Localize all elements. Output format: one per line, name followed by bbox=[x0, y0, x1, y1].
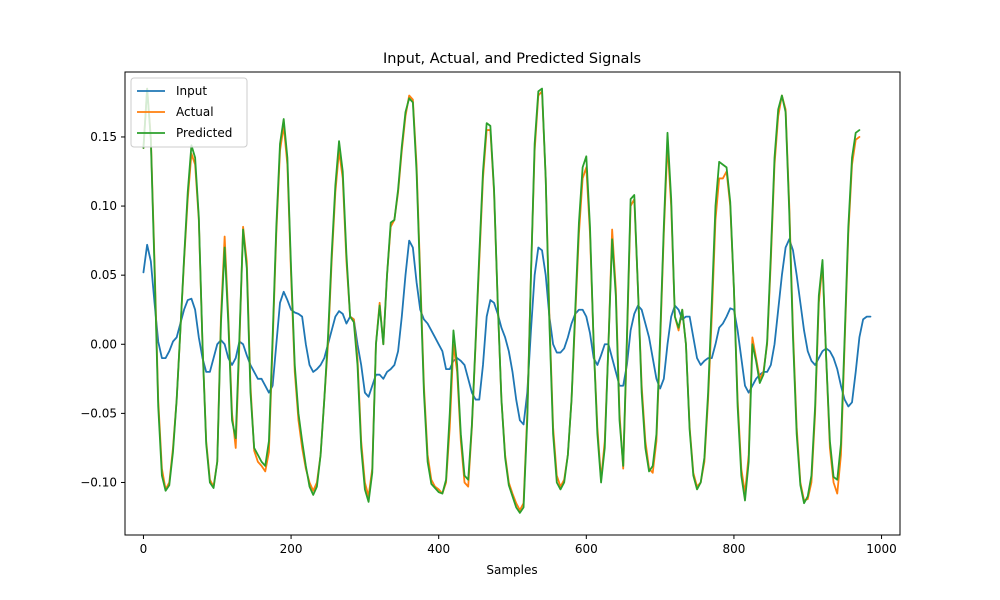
x-tick-label: 800 bbox=[722, 542, 745, 556]
y-tick-label: −0.05 bbox=[80, 406, 117, 420]
plot-area bbox=[124, 71, 901, 536]
legend-label-predicted: Predicted bbox=[176, 126, 232, 140]
series-line-input bbox=[142, 238, 872, 426]
axes-frame bbox=[124, 71, 901, 536]
legend-label-input: Input bbox=[176, 84, 207, 98]
legend-box bbox=[130, 77, 248, 148]
x-tick-label: 400 bbox=[427, 542, 450, 556]
x-axis-label: Samples bbox=[486, 563, 537, 577]
y-tick-label: 0.10 bbox=[90, 199, 117, 213]
x-tick-label: 0 bbox=[140, 542, 148, 556]
x-tick-label: 200 bbox=[280, 542, 303, 556]
y-axis: −0.10 −0.05 0.00 0.05 0.10 0.15 bbox=[80, 130, 125, 489]
x-tick-label: 1000 bbox=[866, 542, 897, 556]
y-tick-label: 0.15 bbox=[90, 130, 117, 144]
y-tick-label: 0.05 bbox=[90, 268, 117, 282]
series-line-actual bbox=[142, 87, 861, 512]
legend: Input Actual Predicted bbox=[130, 77, 248, 148]
x-axis: 0 200 400 600 800 1000 bbox=[140, 535, 897, 556]
chart-title: Input, Actual, and Predicted Signals bbox=[383, 51, 641, 67]
x-tick-label: 600 bbox=[575, 542, 598, 556]
legend-label-actual: Actual bbox=[176, 105, 214, 119]
y-tick-label: 0.00 bbox=[90, 337, 117, 351]
series-line-predicted bbox=[142, 87, 861, 514]
y-tick-label: −0.10 bbox=[80, 475, 117, 489]
